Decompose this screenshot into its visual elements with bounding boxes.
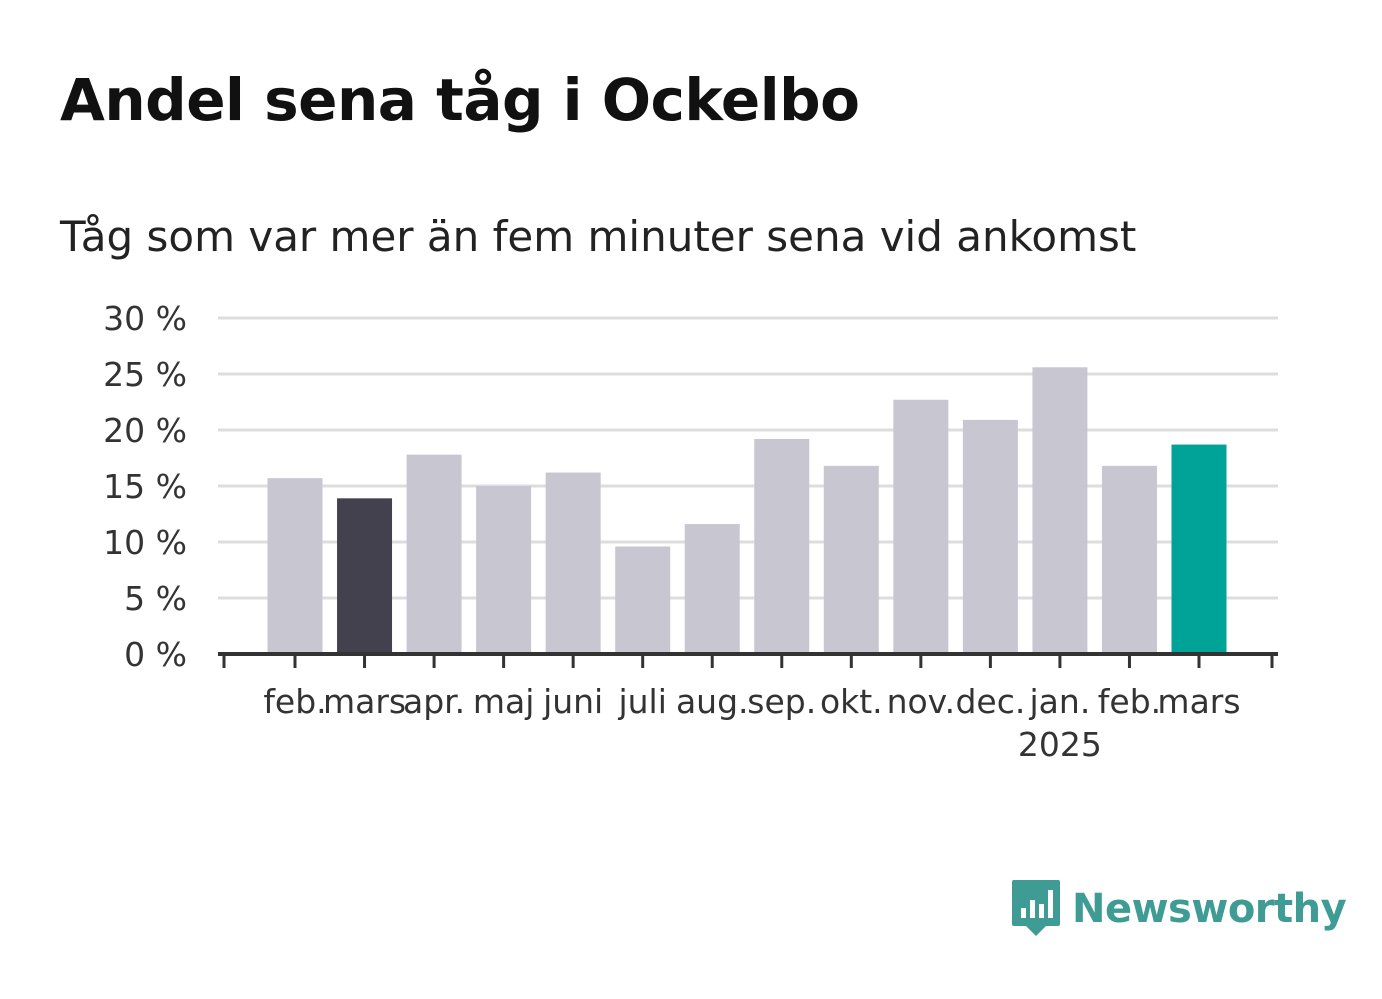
chart-subtitle: Tåg som var mer än fem minuter sena vid … — [60, 212, 1137, 261]
y-tick-label: 10 % — [103, 523, 187, 562]
chart-title: Andel sena tåg i Ockelbo — [60, 66, 860, 134]
x-tick-label: nov. — [887, 682, 956, 721]
x-tick-label: juni — [542, 682, 603, 721]
y-tick-label: 0 % — [124, 635, 187, 674]
bar — [545, 472, 601, 654]
y-tick-label: 25 % — [103, 355, 187, 394]
x-tick-label: dec. — [955, 682, 1025, 721]
bar — [893, 399, 949, 654]
bar — [476, 486, 532, 654]
y-tick-label: 20 % — [103, 411, 187, 450]
bar — [267, 478, 323, 654]
x-year-label: 2025 — [1018, 725, 1102, 764]
bar — [754, 438, 810, 654]
x-tick-label: apr. — [403, 682, 465, 721]
bar — [684, 524, 740, 654]
x-tick-label: aug. — [676, 682, 749, 721]
brand-name: Newsworthy — [1072, 886, 1347, 932]
bar — [823, 465, 879, 654]
x-tick-label: sep. — [747, 682, 816, 721]
newsworthy-logo: Newsworthy — [1010, 878, 1347, 940]
bar — [615, 546, 671, 654]
newsworthy-logo-icon — [1012, 880, 1060, 936]
bar — [962, 419, 1018, 654]
x-tick-label: feb. — [263, 682, 326, 721]
bar — [406, 454, 462, 654]
x-tick-label: mars — [1157, 682, 1240, 721]
x-tick-label: feb. — [1098, 682, 1161, 721]
bar — [1032, 367, 1088, 654]
x-tick-label: jan. — [1029, 682, 1091, 721]
bar — [337, 498, 393, 654]
x-tick-label: okt. — [820, 682, 883, 721]
y-tick-label: 15 % — [103, 467, 187, 506]
x-tick-label: juli — [617, 682, 666, 721]
x-tick-label: maj — [473, 682, 535, 721]
y-tick-label: 30 % — [103, 299, 187, 338]
bar — [1171, 444, 1227, 654]
bar — [1101, 465, 1157, 654]
y-tick-label: 5 % — [124, 579, 187, 618]
x-tick-label: mars — [323, 682, 406, 721]
